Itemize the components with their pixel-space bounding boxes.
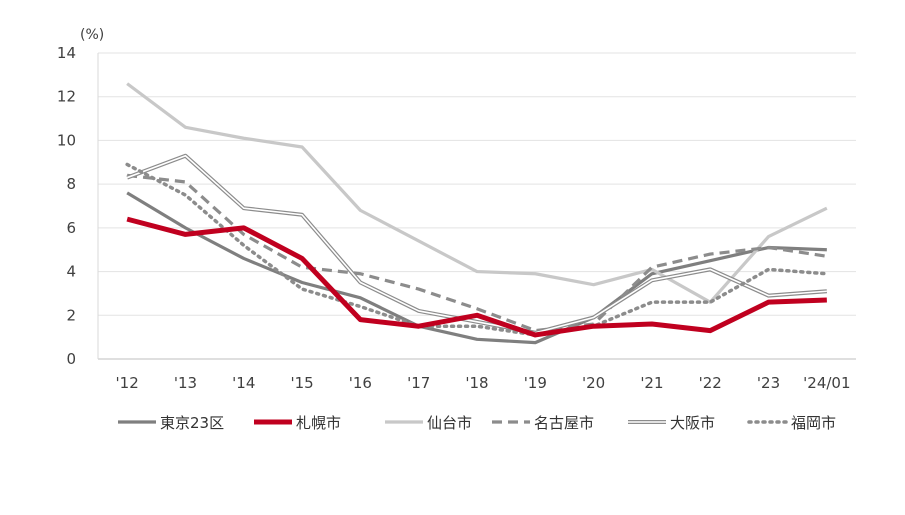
legend-item-3: 名古屋市 — [492, 414, 594, 432]
y-tick-label: 6 — [66, 219, 76, 237]
y-tick-label: 2 — [66, 306, 76, 324]
x-tick-label: '17 — [407, 374, 430, 392]
x-tick-label: '22 — [699, 374, 722, 392]
x-tick-label: '16 — [349, 374, 372, 392]
x-tick-label: '20 — [582, 374, 605, 392]
series-line-5 — [125, 162, 829, 337]
series-line-4 — [126, 153, 827, 335]
series-path-2-layer-0 — [126, 82, 828, 304]
x-tick-label: '14 — [232, 374, 255, 392]
series-path-0-layer-0 — [126, 191, 827, 345]
legend-item-4: 大阪市 — [628, 414, 715, 432]
legend-label: 大阪市 — [670, 414, 715, 432]
series-line-1 — [126, 216, 827, 338]
y-tick-label: 12 — [57, 88, 76, 106]
x-tick-label: '18 — [465, 374, 488, 392]
x-tick-label: '13 — [174, 374, 197, 392]
legend-label: 東京23区 — [160, 414, 224, 432]
series-path-5-layer-0 — [125, 162, 829, 337]
y-tick-label: 4 — [66, 263, 76, 281]
legend-item-1: 札幌市 — [254, 414, 341, 432]
series-line-3 — [126, 173, 828, 333]
series-path-1-layer-0 — [126, 216, 827, 338]
legend-item-5: 福岡市 — [747, 414, 836, 432]
x-tick-label: '12 — [116, 374, 139, 392]
series-line-2 — [126, 82, 828, 304]
x-tick-label: '23 — [757, 374, 780, 392]
legend-label: 仙台市 — [427, 414, 472, 432]
x-tick-label: '21 — [640, 374, 663, 392]
y-axis-unit-label: (%) — [80, 27, 104, 43]
x-tick-label: '19 — [524, 374, 547, 392]
x-tick-label: '24/01 — [803, 374, 850, 392]
legend-item-0: 東京23区 — [118, 414, 224, 432]
y-tick-label: 0 — [66, 350, 76, 368]
legend-label: 札幌市 — [296, 414, 341, 432]
legend-label: 名古屋市 — [534, 414, 594, 432]
series-lines — [125, 82, 829, 345]
y-axis-ticks: 0 2 4 6 8 10 12 14 — [57, 44, 76, 368]
legend: 東京23区 札幌市 仙台市 名古屋市 大阪市 福岡市 — [118, 414, 836, 432]
series-path-4-layer-1 — [126, 154, 827, 334]
legend-item-2: 仙台市 — [385, 414, 472, 432]
series-path-3-layer-0 — [126, 173, 828, 333]
x-axis-ticks: '12 '13 '14 '15 '16 '17 '18 '19 '20 '21 '22 '23 '24/… — [116, 374, 851, 392]
legend-label: 福岡市 — [791, 414, 836, 432]
y-tick-label: 8 — [66, 175, 76, 193]
series-line-0 — [126, 191, 827, 345]
y-tick-label: 10 — [57, 131, 76, 149]
series-path-4-layer-0 — [126, 153, 827, 335]
y-tick-label: 14 — [57, 44, 76, 62]
x-tick-label: '15 — [290, 374, 313, 392]
